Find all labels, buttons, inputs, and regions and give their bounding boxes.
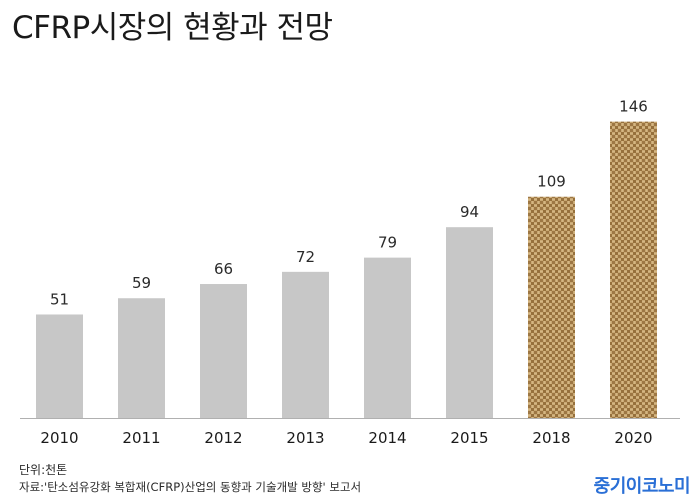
x-tick-label-2020: 2020 [614,429,652,447]
x-tick-label-2014: 2014 [368,429,406,447]
data-label-2014: 79 [378,234,397,252]
data-label-2012: 66 [214,260,233,278]
x-tick-label-2013: 2013 [286,429,324,447]
x-tick-labels-group: 2010 2011 2012 2013 2014 2015 2018 2020 [40,429,652,447]
data-label-2013: 72 [296,248,315,266]
data-labels-group: 51 59 66 72 79 94 109 146 [50,98,648,309]
unit-note: 단위:천톤 [19,463,68,477]
bar-2012 [200,284,247,418]
data-label-2010: 51 [50,290,69,308]
bars-group [36,121,657,419]
data-label-2015: 94 [460,203,479,221]
page-title: CFRP시장의 현황과 전망 [12,10,333,46]
bar-2014 [364,257,411,418]
bar-2015 [446,227,493,418]
x-tick-label-2011: 2011 [122,429,160,447]
forecast-bar-2018 [528,196,575,418]
data-label-2011: 59 [132,274,151,292]
brand-logo: 중기이코노미 [593,476,691,497]
bar-2013 [282,271,329,418]
x-tick-label-2012: 2012 [204,429,242,447]
forecast-bar-2020 [610,121,657,419]
x-tick-label-2018: 2018 [532,429,570,447]
bar-2010 [36,314,83,418]
data-label-2018: 109 [537,173,566,191]
data-label-2020: 146 [619,98,648,116]
x-tick-label-2015: 2015 [450,429,488,447]
source-note: 자료:'탄소섬유강화 복합재(CFRP)산업의 동향과 기술개발 방향' 보고서 [19,480,362,494]
x-tick-label-2010: 2010 [40,429,78,447]
bar-2011 [118,298,165,418]
